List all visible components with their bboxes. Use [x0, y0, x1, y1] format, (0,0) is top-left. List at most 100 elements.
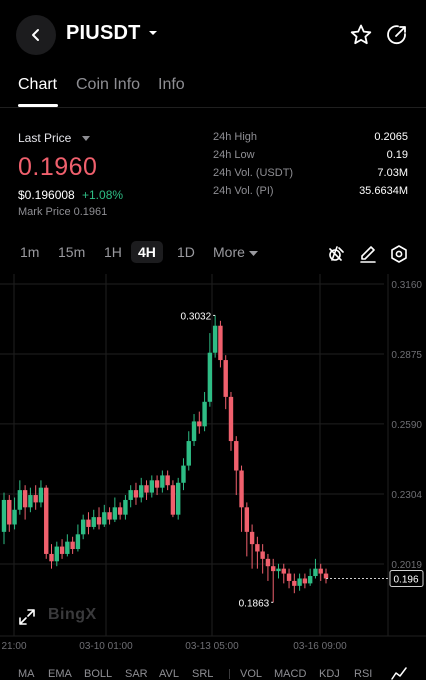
stat-label: 24h Low — [213, 149, 255, 161]
caret-down-icon[interactable] — [147, 28, 159, 38]
pencil-icon[interactable] — [358, 244, 378, 264]
chevron-left-icon — [32, 29, 39, 41]
candle — [170, 485, 176, 515]
candle — [91, 517, 96, 527]
indicator-srl[interactable]: SRL — [192, 668, 214, 680]
candle — [271, 566, 276, 572]
candle — [165, 475, 170, 486]
candle — [175, 482, 181, 515]
interval-1d[interactable]: 1D — [177, 244, 195, 260]
interval-more[interactable]: More — [213, 244, 258, 260]
candle — [1, 499, 7, 532]
tab-info[interactable]: Info — [158, 76, 185, 93]
settings-hexagon-icon[interactable] — [389, 244, 409, 264]
stat-value: 0.19 — [386, 149, 408, 161]
back-button[interactable] — [16, 15, 56, 55]
candle — [281, 568, 286, 574]
mark-price: Mark Price 0.1961 — [18, 206, 108, 218]
x-tick-label: 21:00 — [1, 641, 26, 652]
candle — [292, 580, 297, 586]
indicator-tool-icon[interactable] — [326, 244, 346, 264]
candle — [128, 490, 133, 500]
header-bar: PIUSDT — [0, 0, 426, 68]
candle — [212, 325, 218, 353]
indicator-settings-icon[interactable] — [391, 666, 407, 680]
interval-1h[interactable]: 1H — [104, 244, 122, 260]
caret-down-icon — [248, 251, 258, 256]
candle — [102, 512, 107, 525]
indicator-ma[interactable]: MA — [18, 668, 35, 680]
candle — [218, 325, 223, 361]
tab-chart[interactable]: Chart — [18, 76, 58, 93]
candle — [318, 568, 323, 574]
candle — [265, 558, 271, 567]
x-tick-label: 03-10 01:00 — [79, 641, 133, 652]
stat-value: 7.03M — [377, 167, 408, 179]
candle — [297, 578, 302, 586]
candle — [65, 541, 70, 554]
candle — [33, 495, 38, 503]
tab-bar: Chart Coin Info Info — [0, 68, 426, 108]
share-icon[interactable] — [385, 23, 409, 47]
current-price-tag — [389, 569, 424, 587]
indicator-vol[interactable]: VOL — [240, 668, 263, 680]
candle — [22, 490, 28, 508]
stat-row-24h-low: 24h Low 0.19 — [213, 149, 408, 167]
candle — [54, 546, 59, 562]
candlestick-chart[interactable]: 0.3160 0.2875 0.2590 0.2304 0.2019 21:00 03-10… — [0, 274, 426, 654]
candle — [86, 519, 91, 527]
y-tick-label: 0.2590 — [391, 420, 422, 431]
last-price-value: 0.1960 — [18, 153, 98, 181]
stat-row-24h-high: 24h High 0.2065 — [213, 131, 408, 149]
interval-4h[interactable]: 4H — [131, 241, 163, 263]
stat-label: 24h Vol. (PI) — [213, 185, 274, 197]
active-tab-indicator — [18, 104, 58, 107]
indicator-rsi[interactable]: RSI — [354, 668, 373, 680]
indicator-boll[interactable]: BOLL — [84, 668, 113, 680]
indicator-sar[interactable]: SAR — [125, 668, 148, 680]
indicator-ema[interactable]: EMA — [48, 668, 72, 680]
candle — [228, 396, 234, 442]
caret-down-icon[interactable] — [81, 135, 91, 143]
stat-value: 35.6634M — [359, 185, 408, 197]
candle — [223, 360, 228, 397]
price-chart[interactable]: 0.3160 0.2875 0.2590 0.2304 0.2019 21:00 03-10… — [0, 274, 426, 654]
indicator-avl[interactable]: AVL — [159, 668, 179, 680]
candle — [107, 512, 112, 520]
last-price-label[interactable]: Last Price — [18, 131, 72, 145]
candle — [323, 573, 329, 579]
star-icon[interactable] — [349, 23, 373, 47]
candle — [249, 531, 255, 545]
y-tick-label: 0.2304 — [391, 490, 422, 501]
candle — [313, 568, 318, 577]
candle — [112, 507, 118, 520]
bingx-watermark: BingX — [48, 606, 97, 623]
candle — [59, 546, 65, 554]
candle — [44, 487, 49, 554]
candle — [186, 441, 191, 466]
y-tick-label: 0.2019 — [391, 560, 422, 571]
pair-title[interactable]: PIUSDT — [66, 22, 141, 44]
tab-coin-info[interactable]: Coin Info — [76, 76, 141, 93]
candle — [7, 499, 12, 525]
candle — [144, 485, 149, 493]
stat-row-24h-vol-usdt: 24h Vol. (USDT) 7.03M — [213, 167, 408, 185]
candle — [149, 480, 155, 493]
stat-label: 24h High — [213, 131, 258, 143]
interval-1m[interactable]: 1m — [20, 244, 40, 260]
candle — [191, 421, 197, 442]
indicator-kdj[interactable]: KDJ — [319, 668, 340, 680]
candle — [80, 519, 86, 535]
candle — [302, 578, 308, 584]
interval-15m[interactable]: 15m — [58, 244, 86, 260]
candle — [160, 475, 165, 488]
expand-icon[interactable] — [18, 608, 36, 626]
indicator-macd[interactable]: MACD — [274, 668, 307, 680]
candle — [117, 507, 123, 515]
indicator-bar: MA EMA BOLL SAR AVL SRL VOL MACD KDJ RSI — [0, 666, 426, 680]
price-change-percent: +1.08% — [82, 188, 124, 202]
candle — [154, 480, 160, 488]
candle — [260, 551, 265, 559]
candle — [255, 544, 260, 552]
candle — [96, 517, 102, 525]
